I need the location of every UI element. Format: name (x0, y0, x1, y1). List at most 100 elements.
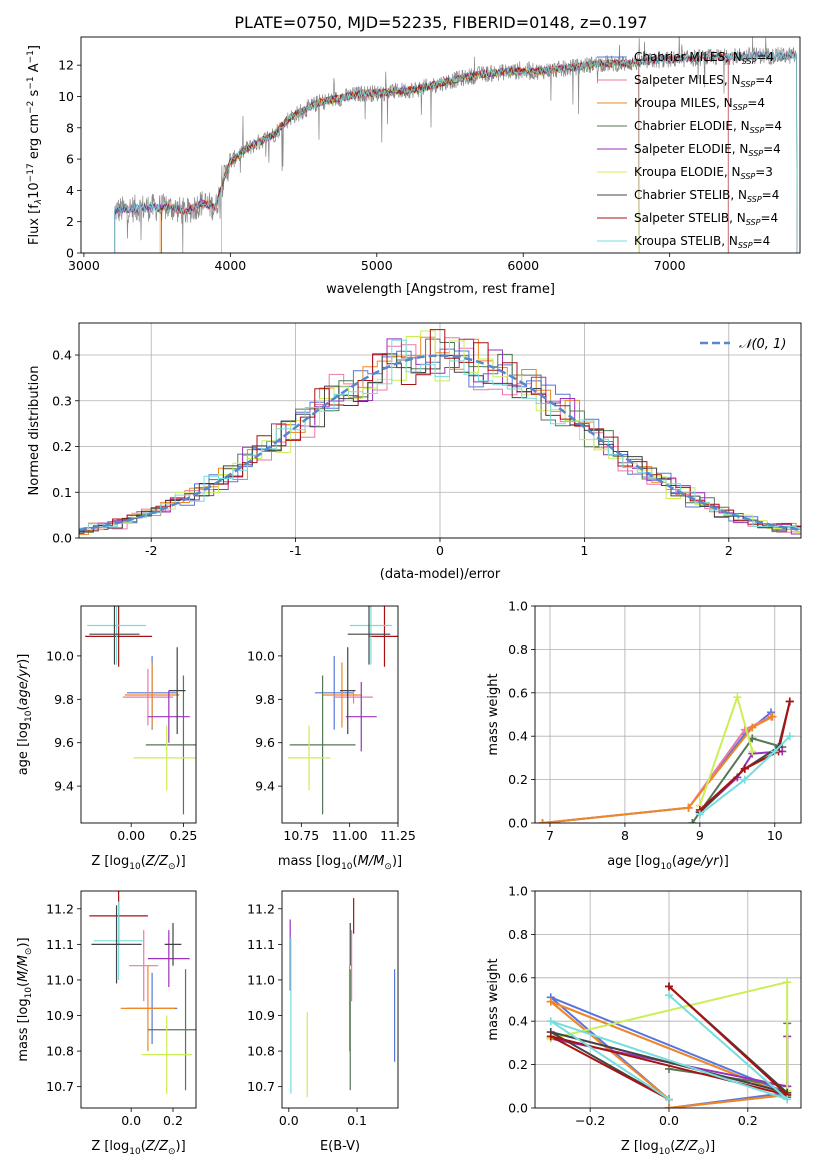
legend-imf: Salpeter MILES, N (634, 73, 741, 87)
errorbar-plot-area (85, 606, 196, 815)
legend-entry-label: Chabrier STELIB, NSSP=4 (634, 188, 779, 204)
axis-label-part: age/yr (677, 854, 720, 869)
axis-label-part: )] (16, 937, 31, 947)
axes-frame (80, 605, 197, 824)
legend-entry-label: Salpeter ELODIE, NSSP=4 (634, 142, 781, 158)
legend-entry-label: Kroupa MILES, NSSP=4 (634, 96, 765, 112)
axis-label-part: ⊙ (168, 1147, 176, 1157)
y-tick-label: 1.0 (508, 599, 528, 614)
legend-sub: SSP (748, 149, 763, 158)
axis-label-part: age [log (607, 854, 660, 869)
series-marker (664, 991, 673, 1000)
axis-label-part: s (27, 89, 42, 100)
model-spectrum-line (161, 52, 729, 253)
x-tick-label: 0.0 (279, 1113, 299, 1128)
y-tick-label: 0.4 (52, 348, 72, 363)
series-marker (783, 978, 792, 987)
y-axis-label: Normed distribution (27, 366, 42, 496)
axis-label-part: )] (16, 654, 31, 664)
mass-weight-series (699, 701, 791, 813)
y-axis-label: mass [log10(M/M⊙)] (16, 937, 34, 1061)
y-tick-label: 11.0 (46, 972, 74, 987)
axis-label-part: A (27, 63, 42, 76)
y-axis-label: age [log10(age/yr)] (16, 654, 34, 776)
series-marker (785, 697, 794, 706)
legend-nssp: =4 (764, 119, 782, 133)
y-tick-label: 0.0 (508, 1101, 528, 1116)
age-vs-metallicity-panel: 0.00 0.259.49.69.810.0Z [log10(Z/Z⊙)]age … (16, 605, 198, 872)
x-tick-label: 4000 (214, 258, 246, 273)
series-marker (546, 1032, 555, 1041)
mass-weight-series (699, 735, 791, 816)
y-tick-label: 10 (58, 89, 74, 104)
x-tick-label: 0.25 (170, 828, 198, 843)
axis-label-part: 10 (341, 862, 353, 872)
axis-label-part: −17 (26, 163, 36, 182)
y-tick-label: 10.8 (46, 1044, 74, 1059)
x-tick-label: 7 (546, 828, 554, 843)
histogram-step (79, 338, 801, 535)
axis-label-part: λ (34, 199, 44, 205)
legend-imf: Kroupa MILES, N (634, 96, 733, 110)
x-tick-label: 5000 (361, 258, 393, 273)
mass-weight-series (549, 994, 789, 1101)
x-tick-label: 0 (436, 543, 444, 558)
series-marker (770, 747, 779, 756)
series-marker (768, 712, 777, 721)
legend-imf: Chabrier STELIB, N (634, 188, 747, 202)
x-tick-label: 1 (580, 543, 588, 558)
legend-entry-label: 𝒩(0, 1) (739, 337, 786, 352)
legend-nssp: =4 (747, 96, 765, 110)
axes-frame (78, 322, 802, 539)
axis-label-part: −1 (26, 76, 36, 89)
y-tick-label: 9.6 (255, 735, 275, 750)
legend-imf: Salpeter ELODIE, N (634, 142, 748, 156)
x-tick-label: -1 (289, 543, 301, 558)
axis-label-part: 10 (660, 862, 672, 872)
legend-nssp: =4 (755, 73, 773, 87)
mass-weight-series (542, 711, 772, 823)
y-tick-label: 9.8 (255, 692, 275, 707)
x-tick-label: 11.00 (332, 828, 368, 843)
x-tick-label: 0.1 (347, 1113, 367, 1128)
series-marker (684, 803, 693, 812)
series-marker (740, 775, 749, 784)
legend-imf: Chabrier MILES, N (634, 50, 742, 64)
legend-entry-label: Chabrier MILES, NSSP=4 (634, 50, 774, 66)
y-tick-label: 0.4 (508, 1014, 528, 1029)
axis-label-part: ⊙ (384, 862, 392, 872)
axis-label-part: ⊙ (24, 948, 34, 956)
y-tick-label: 10.7 (46, 1079, 74, 1094)
axis-label-part: ( (353, 854, 358, 869)
axes-frame (80, 890, 197, 1109)
y-tick-label: 0.0 (508, 816, 528, 831)
x-tick-label: 0.2 (738, 1113, 758, 1128)
x-axis-label: Z [log10(Z/Z⊙)] (621, 1139, 715, 1157)
legend-imf: Chabrier ELODIE, N (634, 119, 750, 133)
legend-nssp: =4 (762, 188, 780, 202)
histogram-step (79, 353, 801, 535)
series-marker (785, 732, 794, 741)
legend-entry-label: Salpeter MILES, NSSP=4 (634, 73, 773, 89)
y-tick-label: 10.0 (247, 648, 275, 663)
axis-label-part: Flux [f (27, 204, 42, 245)
series-marker (688, 819, 697, 823)
axis-label-part: 10 (24, 987, 34, 999)
y-tick-label: 6 (66, 152, 74, 167)
y-tick-label: 0.8 (508, 927, 528, 942)
axis-label-part: Z [log (91, 854, 129, 869)
axis-label-part: )] (176, 1139, 186, 1154)
y-tick-label: 4 (66, 183, 74, 198)
legend-entry-label: Kroupa STELIB, NSSP=4 (634, 234, 770, 250)
normal-curve (79, 354, 801, 532)
spectrum-plot-area (114, 37, 798, 253)
series-marker (664, 1095, 673, 1104)
axis-label-part: M/M (358, 854, 385, 869)
axis-label-part: M/M (16, 955, 31, 982)
legend-sub: SSP (738, 241, 753, 250)
mass-weight-series (691, 737, 783, 823)
y-axis-label: Flux [fλ10−17 erg cm−2 s−1 A−1] (26, 45, 44, 245)
series-marker (664, 1104, 673, 1108)
